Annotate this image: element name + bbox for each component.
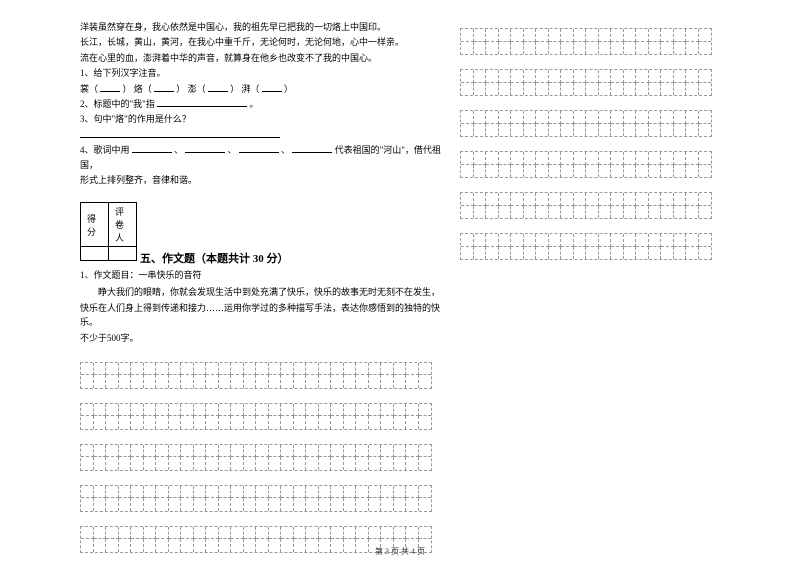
poem-line-1: 洋装虽然穿在身，我心依然是中国心，我的祖先早已把我的一切烙上中国印。: [80, 20, 450, 34]
writing-grid-block[interactable]: [80, 403, 432, 430]
question-3: 3、句中"烙"的作用是什么？: [80, 112, 450, 126]
score-header-2: 评卷人: [109, 203, 137, 247]
question-1: 1、给下列汉字注音。: [80, 66, 450, 80]
question-3-blank: [80, 128, 450, 142]
q4-mid2: 、: [228, 145, 237, 155]
writing-grid-block[interactable]: [460, 192, 712, 219]
poem-line-3: 流在心里的血，澎湃着中华的声音，就算身在他乡也改变不了我的中国心。: [80, 51, 450, 65]
page-footer: 第 3 页 共 4 页: [0, 546, 800, 557]
question-1-chars: 裳（ ） 烙（ ） 澎（ ） 湃（ ）: [80, 82, 450, 96]
writing-grid-block[interactable]: [460, 69, 712, 96]
char-3-pre: 澎（: [188, 84, 206, 94]
writing-grid-block[interactable]: [460, 28, 712, 55]
essay-line2: 睁大我们的眼睛，你就会发现生活中到处充满了快乐，快乐的故事无时无刻不在发生，: [80, 286, 450, 300]
essay-line3: 快乐在人们身上得到传递和接力……运用你学过的多种描写手法，表达你感悟到的独特的快…: [80, 302, 450, 329]
q2-post: 。: [249, 99, 258, 109]
blank-char-3[interactable]: [208, 82, 228, 92]
writing-grid-block[interactable]: [460, 151, 712, 178]
section-title: 五、作文题（本题共计 30 分）: [140, 250, 450, 266]
blank-char-2[interactable]: [154, 82, 174, 92]
char-2-post: ）: [176, 84, 185, 94]
char-3-post: ）: [230, 84, 239, 94]
blank-q3[interactable]: [80, 128, 280, 138]
q4-pre: 4、歌词中用: [80, 145, 130, 155]
blank-q2[interactable]: [157, 97, 247, 107]
blank-q4-4[interactable]: [292, 143, 332, 153]
blank-q4-1[interactable]: [132, 143, 172, 153]
score-cell-1[interactable]: [81, 247, 109, 261]
blank-q4-3[interactable]: [239, 143, 279, 153]
score-header-1: 得分: [81, 203, 109, 247]
score-table: 得分 评卷人: [80, 202, 137, 261]
question-4-line2: 形式上排列整齐，音律和谐。: [80, 173, 450, 187]
char-2-pre: 烙（: [134, 84, 152, 94]
essay-title: 1、作文题目：一串快乐的音符: [80, 269, 450, 283]
question-2: 2、标题中的"我"指 。: [80, 97, 450, 111]
left-column: 洋装虽然穿在身，我心依然是中国心，我的祖先早已把我的一切烙上中国印。 长江，长城…: [80, 20, 450, 346]
char-1-post: ）: [123, 84, 132, 94]
writing-grid-block[interactable]: [460, 110, 712, 137]
essay-line4: 不少于500字。: [80, 332, 450, 346]
right-column: [460, 20, 720, 266]
char-4-post: ）: [284, 84, 293, 94]
full-width-writing-grids: [80, 354, 720, 559]
writing-grid-block[interactable]: [80, 444, 432, 471]
poem-line-2: 长江，长城，黄山，黄河，在我心中重千斤，无论何时，无论何地，心中一样亲。: [80, 35, 450, 49]
char-1-pre: 裳（: [80, 84, 98, 94]
score-cell-2[interactable]: [109, 247, 137, 261]
question-4: 4、歌词中用 、 、 、 代表祖国的"河山"，借代祖国，: [80, 143, 450, 172]
writing-grid-block[interactable]: [80, 485, 432, 512]
q2-pre: 2、标题中的"我"指: [80, 99, 155, 109]
q4-mid3: 、: [281, 145, 290, 155]
char-4-pre: 湃（: [241, 84, 259, 94]
right-writing-grids: [460, 20, 720, 266]
q4-mid1: 、: [174, 145, 183, 155]
blank-q4-2[interactable]: [185, 143, 225, 153]
writing-grid-block[interactable]: [80, 362, 432, 389]
writing-grid-block[interactable]: [460, 233, 712, 260]
blank-char-4[interactable]: [262, 82, 282, 92]
blank-char-1[interactable]: [100, 82, 120, 92]
